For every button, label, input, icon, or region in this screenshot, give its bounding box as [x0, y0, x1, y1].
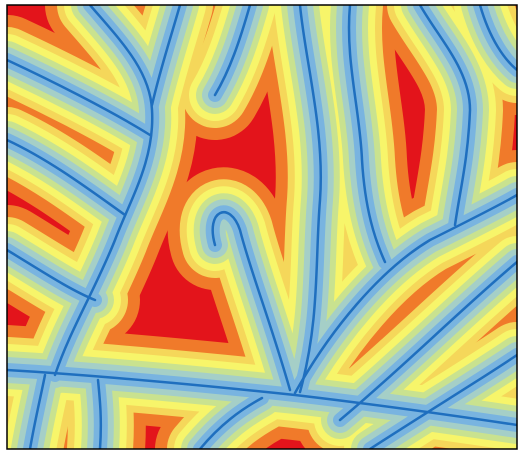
- page: [0, 0, 520, 453]
- raster: [7, 5, 517, 449]
- map: [0, 0, 520, 453]
